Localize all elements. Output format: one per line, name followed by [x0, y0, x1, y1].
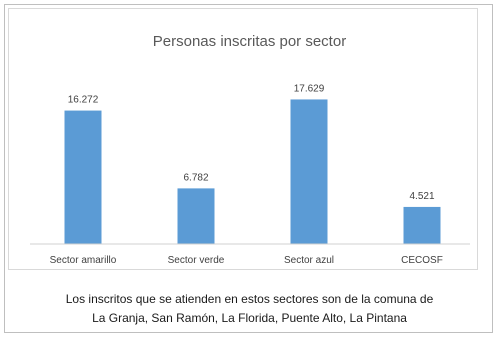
- value-label-3: 17.629: [294, 83, 325, 94]
- chart-area-border: [8, 8, 478, 270]
- bar-3: [290, 99, 328, 244]
- value-label-4: 4.521: [409, 191, 434, 202]
- tick-labels-group: Sector amarillo Sector verde Sector azul CE…: [50, 255, 443, 266]
- category-label-1: Sector amarillo: [50, 255, 117, 266]
- bar-1: [64, 110, 102, 244]
- bars-group: [64, 99, 441, 244]
- category-label-4: CECOSF: [401, 255, 443, 266]
- bar-2: [177, 188, 215, 244]
- note-line-2: La Granja, San Ramón, La Florida, Puente…: [92, 311, 407, 325]
- chart-title: Personas inscritas por sector: [152, 33, 347, 50]
- bar-4: [403, 206, 441, 244]
- value-label-2: 6.782: [183, 172, 208, 183]
- note-line-1: Los inscritos que se atienden en estos s…: [65, 292, 434, 306]
- category-label-3: Sector azul: [284, 255, 334, 266]
- value-labels-group: 16.272 6.782 17.629 4.521: [68, 83, 435, 201]
- category-label-2: Sector verde: [168, 255, 225, 266]
- value-label-1: 16.272: [68, 95, 99, 106]
